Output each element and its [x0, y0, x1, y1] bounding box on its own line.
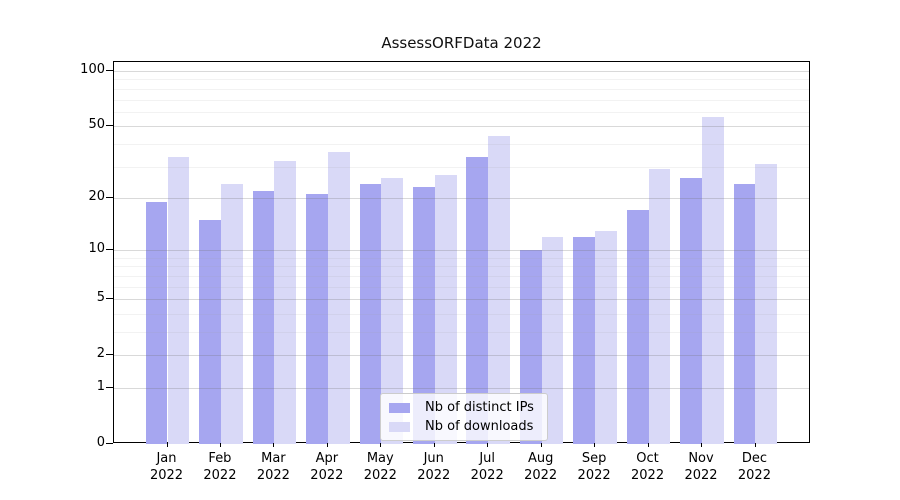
y-tick-label-1: 1	[96, 378, 105, 394]
bar-apr-distinct-ips	[306, 194, 328, 444]
x-tick-mark-mar	[273, 443, 275, 447]
y-tick-mark-10	[106, 249, 113, 251]
gridline-8	[114, 266, 809, 268]
gridline-6	[114, 286, 809, 288]
bar-oct-downloads	[648, 169, 671, 444]
bar-oct-distinct-ips	[626, 210, 649, 444]
y-tick-mark-20	[106, 196, 113, 198]
x-tick-label-feb: Feb 2022	[203, 451, 237, 483]
gridline-30	[114, 166, 809, 168]
bar-jun-distinct-ips	[412, 187, 435, 444]
gridline-2	[114, 355, 809, 357]
gridline-20	[114, 197, 809, 199]
y-tick-mark-50	[106, 125, 113, 127]
bar-jul-downloads	[488, 136, 510, 444]
bar-nov-distinct-ips	[680, 177, 702, 444]
x-tick-label-sep: Sep 2022	[577, 451, 611, 483]
x-tick-label-jan: Jan 2022	[149, 451, 184, 483]
x-tick-mark-apr	[326, 443, 328, 447]
x-tick-label-oct: Oct 2022	[631, 451, 665, 483]
x-tick-label-jun: Jun 2022	[417, 451, 451, 483]
bar-feb-downloads	[220, 183, 243, 444]
gridline-50	[114, 126, 809, 128]
legend-swatch-downloads	[389, 421, 410, 432]
legend: Nb of distinct IPs Nb of downloads	[380, 393, 548, 441]
x-tick-mark-aug	[540, 443, 542, 447]
y-tick-label-5: 5	[96, 290, 105, 306]
y-tick-label-0: 0	[96, 435, 105, 450]
gridline-10	[114, 250, 809, 252]
x-tick-mark-feb	[219, 443, 221, 447]
bar-sep-distinct-ips	[573, 236, 596, 444]
y-tick-mark-2	[106, 354, 113, 356]
gridline-70	[114, 99, 809, 101]
gridline-5	[114, 299, 809, 301]
gridline-40	[114, 143, 809, 145]
bar-sep-downloads	[595, 230, 617, 444]
bar-apr-downloads	[327, 152, 350, 444]
x-tick-mark-jul	[487, 443, 489, 447]
y-tick-mark-0	[106, 443, 113, 444]
y-tick-label-100: 100	[80, 61, 105, 77]
x-tick-label-may: May 2022	[363, 451, 397, 483]
x-tick-label-aug: Aug 2022	[524, 451, 558, 483]
legend-item-downloads: Nb of downloads	[389, 419, 539, 434]
bar-mar-downloads	[274, 161, 297, 444]
bar-dec-distinct-ips	[733, 183, 756, 444]
gridline-3	[114, 332, 809, 333]
x-tick-label-nov: Nov 2022	[684, 451, 718, 483]
gridline-60	[114, 111, 809, 113]
legend-label-distinct-ips: Nb of distinct IPs	[425, 400, 534, 415]
x-tick-mark-jun	[433, 443, 435, 447]
gridline-7	[114, 275, 809, 277]
bar-jun-downloads	[434, 174, 457, 444]
x-tick-label-mar: Mar 2022	[256, 451, 290, 483]
chart-title: AssessORFData 2022	[381, 34, 542, 52]
bar-feb-distinct-ips	[199, 219, 221, 444]
y-tick-mark-5	[106, 298, 113, 300]
gridline-4	[114, 313, 809, 315]
plot-area: Nb of distinct IPs Nb of downloads	[113, 61, 810, 444]
bar-nov-downloads	[702, 117, 724, 444]
x-tick-label-dec: Dec 2022	[737, 451, 771, 483]
y-tick-label-10: 10	[88, 241, 105, 257]
bar-jan-downloads	[167, 156, 190, 444]
gridline-9	[114, 257, 809, 259]
legend-swatch-distinct-ips	[389, 402, 410, 413]
x-tick-mark-jan	[166, 443, 168, 447]
x-tick-mark-dec	[754, 443, 756, 447]
gridline-80	[114, 88, 809, 90]
gridline-100	[114, 71, 809, 72]
bar-may-distinct-ips	[359, 183, 382, 444]
bar-aug-downloads	[541, 236, 564, 444]
gridline-90	[114, 79, 809, 81]
legend-label-downloads: Nb of downloads	[425, 419, 534, 434]
bar-dec-downloads	[755, 163, 778, 444]
bar-jul-distinct-ips	[466, 156, 489, 444]
x-tick-mark-may	[380, 443, 382, 447]
bar-may-downloads	[381, 177, 404, 444]
y-tick-label-2: 2	[96, 346, 105, 362]
x-tick-mark-oct	[647, 443, 649, 447]
bar-mar-distinct-ips	[252, 190, 275, 444]
legend-item-distinct-ips: Nb of distinct IPs	[389, 400, 539, 415]
x-tick-label-apr: Apr 2022	[310, 451, 344, 483]
bar-jan-distinct-ips	[145, 201, 168, 444]
y-tick-label-20: 20	[88, 188, 105, 204]
y-tick-mark-1	[106, 387, 113, 388]
x-tick-mark-nov	[701, 443, 702, 447]
y-tick-mark-100	[106, 70, 113, 71]
gridline-1	[114, 388, 809, 389]
x-tick-mark-sep	[594, 443, 596, 447]
x-tick-label-jul: Jul 2022	[470, 451, 504, 483]
y-tick-label-50: 50	[88, 117, 105, 133]
